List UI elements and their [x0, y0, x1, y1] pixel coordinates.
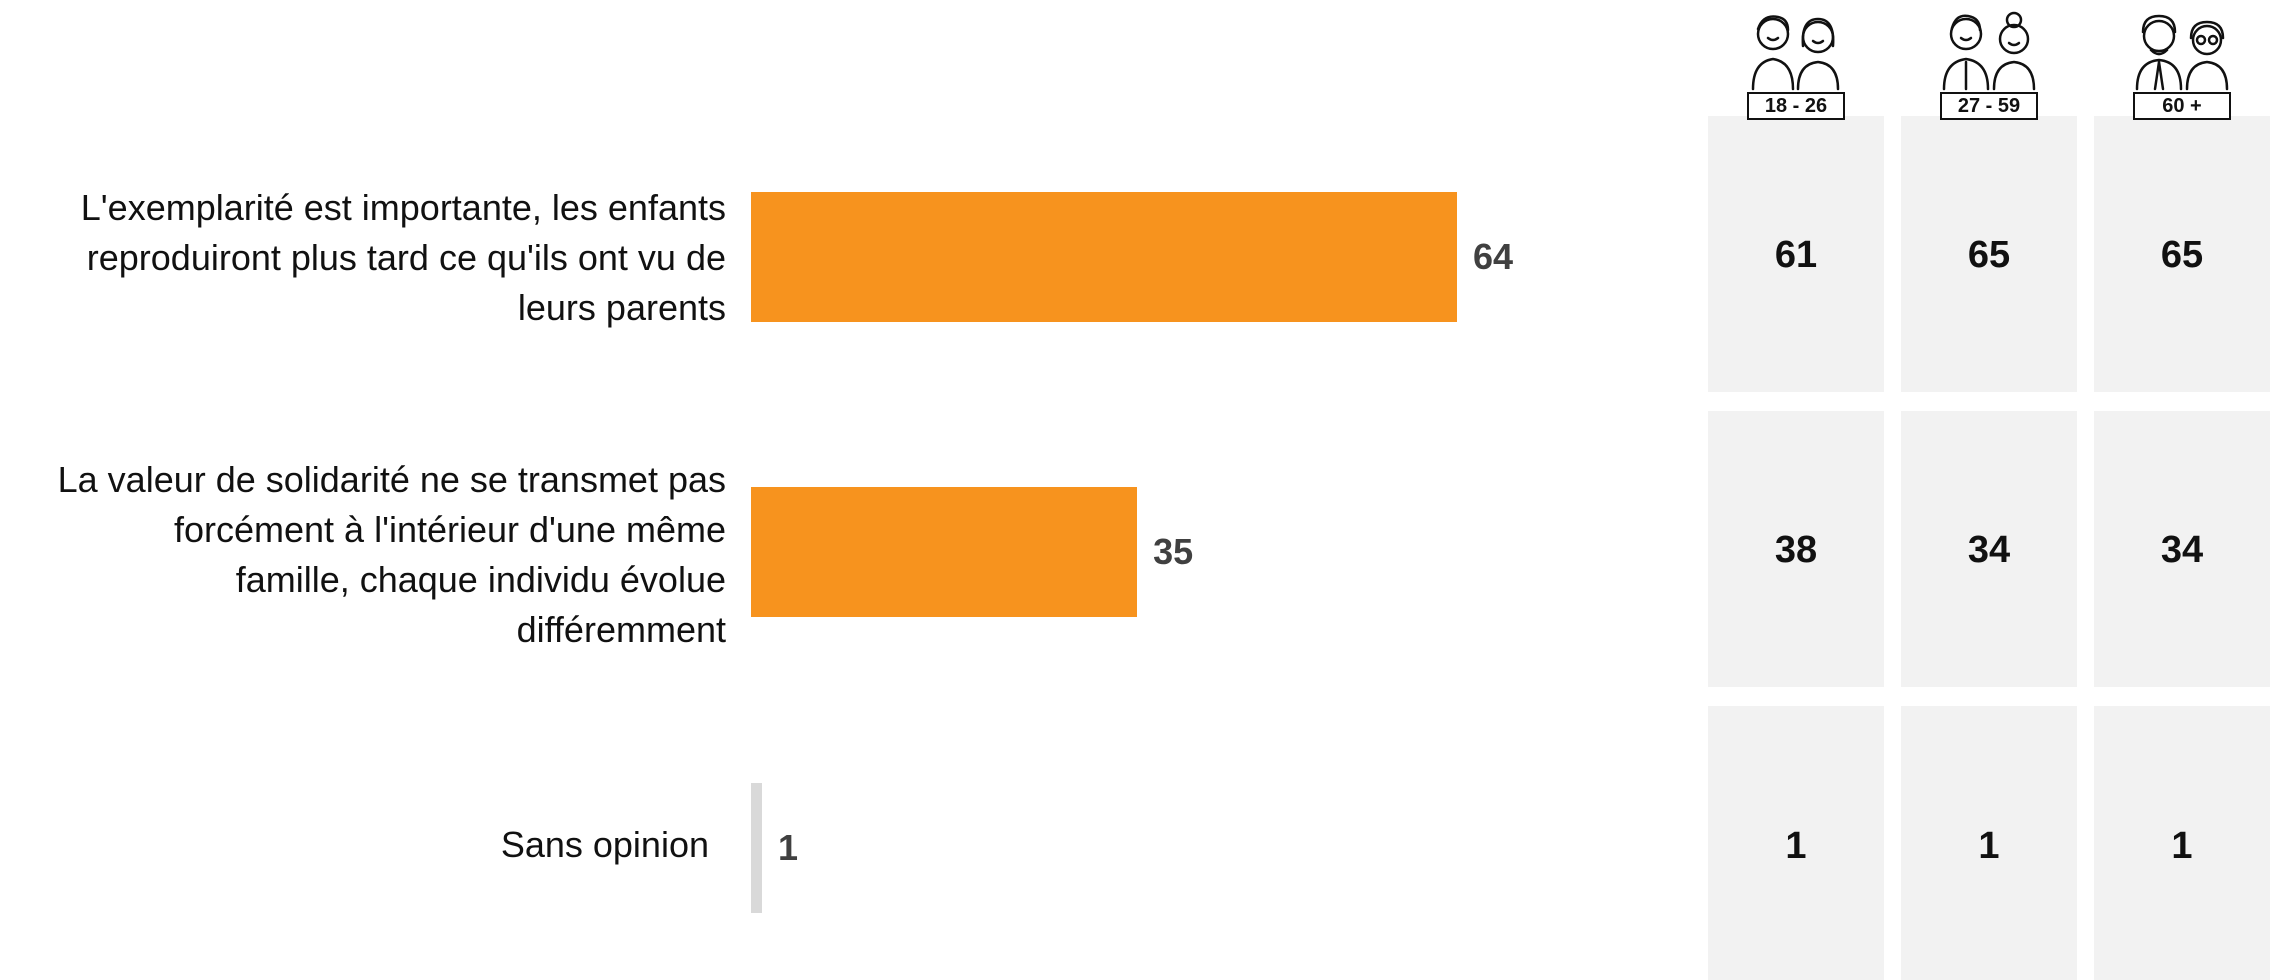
bar-value-2: 1: [778, 827, 799, 868]
breakdown-value: 1: [2171, 825, 2193, 867]
category-label-2: Sans opinion: [0, 820, 709, 870]
bar-1: [751, 487, 1138, 617]
bar-value-1: 35: [1153, 531, 1194, 572]
age-group-label-2: 60 +: [2133, 92, 2231, 120]
bar-value-0: 64: [1473, 236, 1514, 277]
category-label-0: L'exemplarité est importante, les enfant…: [0, 183, 726, 333]
breakdown-cell-bg: [2094, 706, 2270, 980]
bar-2: [751, 783, 763, 913]
breakdown-cell-bg: [1708, 706, 1884, 980]
age-group-label-1: 27 - 59: [1940, 92, 2038, 120]
category-label-line: leurs parents: [517, 287, 726, 328]
breakdown-cell-bg: [2094, 116, 2270, 392]
breakdown-value: 34: [2160, 529, 2204, 571]
breakdown-value: 38: [1774, 529, 1818, 571]
category-label-1: La valeur de solidarité ne se transmet p…: [0, 455, 726, 655]
adult-couple-icon: 27 - 59: [1936, 4, 2046, 124]
category-label-line: famille, chaque individu évolue: [235, 559, 726, 600]
breakdown-cell-bg: [1901, 706, 2077, 980]
breakdown-cell-bg: [1901, 116, 2077, 392]
breakdown-value: 61: [1774, 234, 1818, 276]
bar-0: [751, 192, 1457, 322]
category-label-line: forcément à l'intérieur d'une même: [173, 509, 726, 550]
breakdown-value: 1: [1978, 825, 2000, 867]
breakdown-cell-bg: [1901, 411, 2077, 687]
breakdown-cell-bg: [1708, 116, 1884, 392]
category-label-line: La valeur de solidarité ne se transmet p…: [57, 459, 726, 500]
breakdown-value: 1: [1785, 825, 1807, 867]
breakdown-cell-bg: [1708, 411, 1884, 687]
senior-couple-icon: 60 +: [2129, 4, 2239, 124]
category-label-line: Sans opinion: [500, 824, 709, 865]
breakdown-value: 65: [1967, 234, 2011, 276]
breakdown-value: 65: [2160, 234, 2204, 276]
category-label-line: L'exemplarité est importante, les enfant…: [80, 187, 726, 228]
breakdown-cell-bg: [2094, 411, 2270, 687]
age-group-label-0: 18 - 26: [1747, 92, 1845, 120]
breakdown-value: 34: [1967, 529, 2011, 571]
category-label-line: reproduiront plus tard ce qu'ils ont vu …: [86, 237, 726, 278]
category-label-line: différemment: [516, 609, 726, 650]
young-couple-icon: 18 - 26: [1743, 4, 1853, 124]
